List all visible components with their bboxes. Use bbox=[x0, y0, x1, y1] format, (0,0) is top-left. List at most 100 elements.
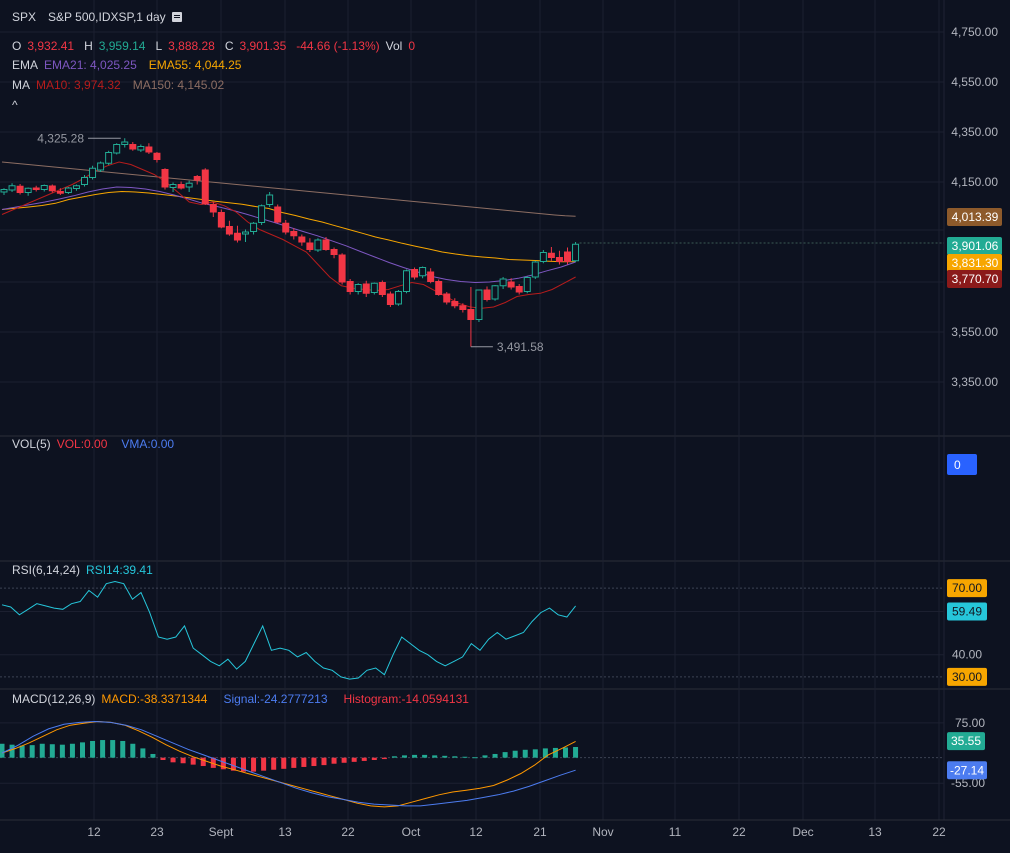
macd-legend[interactable]: MACD(12,26,9) MACD:-38.3371344 Signal:-2… bbox=[12, 692, 469, 706]
candle-body bbox=[24, 187, 32, 193]
candle-body bbox=[185, 182, 193, 188]
macd-histogram-bar bbox=[240, 757, 246, 772]
symbol-header: SPX S&P 500,IDXSP,1 day bbox=[12, 10, 182, 24]
document-icon[interactable] bbox=[171, 12, 182, 22]
macd-histogram-bar bbox=[492, 753, 498, 758]
rsi-badge bbox=[947, 667, 987, 686]
macd-histogram-bar bbox=[90, 740, 96, 758]
time-tick-label: 21 bbox=[533, 825, 547, 839]
time-tick-label: 11 bbox=[669, 825, 682, 839]
price-tick-label: 4,750.00 bbox=[951, 25, 998, 39]
macd-histogram-bar bbox=[391, 756, 397, 758]
macd-histogram-bar bbox=[532, 749, 538, 758]
time-tick-label: Dec bbox=[792, 825, 813, 839]
macd-histogram-bar bbox=[180, 757, 186, 764]
macd-histogram-bar bbox=[361, 757, 367, 761]
volume-value: 0 bbox=[408, 39, 415, 53]
price-badge bbox=[947, 237, 1002, 255]
candle-body bbox=[56, 191, 64, 194]
price-badge bbox=[947, 254, 1002, 272]
macd-histogram-bar bbox=[562, 747, 568, 758]
candle-body bbox=[89, 167, 97, 178]
macd-histogram-bar bbox=[573, 747, 579, 758]
histogram-value: Histogram:-14.0594131 bbox=[343, 692, 469, 706]
macd-histogram-bar bbox=[220, 757, 226, 770]
rsi14-value: RSI14:39.41 bbox=[86, 563, 153, 577]
candle-body bbox=[523, 277, 531, 292]
price-badge-label: 3,901.06 bbox=[952, 239, 999, 253]
macd-histogram-bar bbox=[0, 743, 5, 758]
macd-histogram-bar bbox=[39, 743, 45, 758]
candle-body bbox=[515, 286, 523, 293]
candle-body bbox=[475, 289, 483, 320]
time-tick-label: 22 bbox=[932, 825, 946, 839]
time-tick-label: Nov bbox=[592, 825, 613, 839]
macd-histogram-bar bbox=[69, 743, 75, 758]
price-badge bbox=[947, 270, 1002, 288]
macd-histogram-bar bbox=[170, 757, 176, 763]
macd-histogram-bar bbox=[542, 748, 548, 758]
candle-body bbox=[572, 243, 580, 262]
ma150-line bbox=[1, 161, 576, 217]
price-badge-label: 3,770.70 bbox=[952, 272, 999, 286]
candle-body bbox=[507, 281, 515, 288]
macd-histogram-bar bbox=[281, 757, 287, 769]
symbol-name[interactable]: SPX bbox=[12, 10, 37, 24]
ema-legend[interactable]: EMA EMA21: 4,025.25 EMA55: 4,044.25 bbox=[12, 58, 241, 72]
candle-body bbox=[145, 146, 153, 153]
candle-body bbox=[322, 239, 330, 250]
ma10-line bbox=[1, 161, 576, 309]
macd-histogram-bar bbox=[401, 755, 407, 758]
candle-body bbox=[338, 254, 346, 283]
macd-histogram-bar bbox=[19, 745, 25, 758]
macd-badge-label: 35.55 bbox=[951, 734, 981, 748]
candle-body bbox=[177, 184, 185, 189]
rsi-line bbox=[1, 580, 576, 680]
collapse-legend-icon[interactable]: ^ bbox=[12, 98, 18, 112]
rsi-badge-label: 59.49 bbox=[952, 604, 982, 618]
candle-body bbox=[419, 267, 427, 277]
candle-body bbox=[362, 283, 370, 294]
price-tick-label: 3,550.00 bbox=[951, 325, 998, 339]
volume-badge-label: 0 bbox=[954, 458, 961, 472]
candle-body bbox=[435, 281, 443, 295]
candle-body bbox=[113, 144, 121, 154]
volume-legend[interactable]: VOL(5) VOL:0.00 VMA:0.00 bbox=[12, 437, 174, 451]
candle-body bbox=[451, 301, 459, 307]
rsi-legend[interactable]: RSI(6,14,24) RSI14:39.41 bbox=[12, 563, 153, 577]
candle-body bbox=[539, 252, 547, 262]
ma-legend[interactable]: MA MA10: 3,974.32 MA150: 4,145.02 bbox=[12, 78, 224, 92]
macd-tick-label: -55.00 bbox=[951, 776, 985, 790]
vma-value: VMA:0.00 bbox=[121, 437, 175, 451]
candle-body bbox=[354, 284, 362, 292]
macd-line bbox=[1, 720, 576, 808]
time-tick-label: 12 bbox=[87, 825, 101, 839]
candle-body bbox=[250, 222, 258, 232]
macd-tick-label: 75.00 bbox=[955, 716, 985, 730]
high-annotation: 4,325.28 bbox=[37, 131, 84, 145]
macd-histogram-bar bbox=[29, 745, 35, 758]
macd-histogram-bar bbox=[160, 757, 166, 760]
ema21-line bbox=[1, 186, 576, 284]
time-tick-label: 23 bbox=[150, 825, 164, 839]
candle-body bbox=[330, 249, 338, 255]
time-tick-label: Oct bbox=[402, 825, 421, 839]
candle-body bbox=[0, 189, 8, 193]
signal-badge-label: -27.14 bbox=[950, 763, 984, 777]
macd-title: MACD(12,26,9) bbox=[12, 692, 96, 706]
candle-body bbox=[161, 169, 169, 188]
macd-histogram-bar bbox=[522, 749, 528, 758]
macd-histogram-bar bbox=[311, 757, 317, 767]
macd-histogram-bar bbox=[100, 740, 106, 758]
candle-body bbox=[105, 152, 113, 164]
price-tick-label: 4,550.00 bbox=[951, 75, 998, 89]
macd-histogram-bar bbox=[190, 757, 196, 765]
candle-body bbox=[266, 194, 274, 205]
candle-body bbox=[459, 305, 467, 310]
macd-histogram-bar bbox=[452, 756, 458, 758]
macd-histogram-bar bbox=[512, 750, 518, 758]
macd-histogram-bar bbox=[442, 755, 448, 758]
ma-label: MA bbox=[12, 78, 30, 92]
